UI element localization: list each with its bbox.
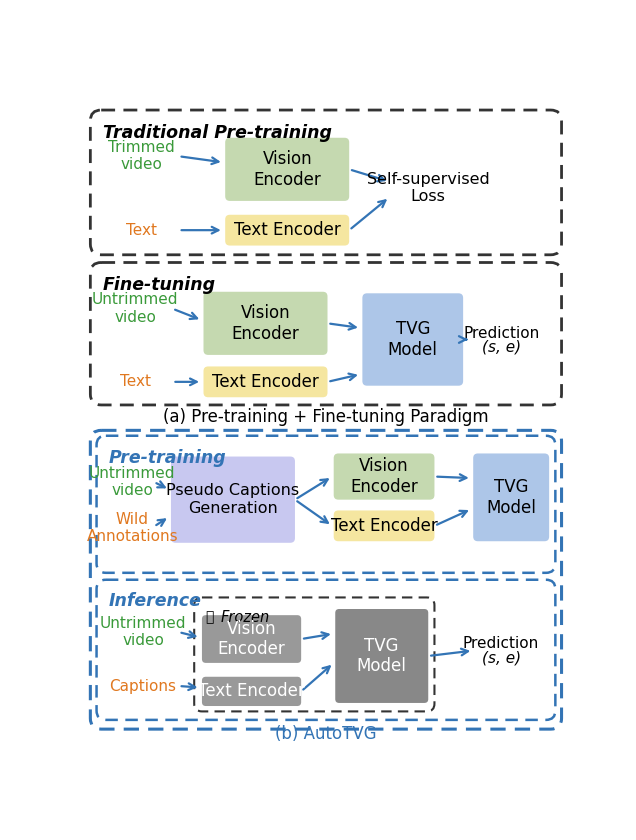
Text: Pre-training: Pre-training: [109, 449, 226, 467]
Text: Untrimmed
video: Untrimmed video: [89, 465, 176, 498]
Text: Vision
Encoder: Vision Encoder: [253, 150, 321, 189]
Text: Prediction: Prediction: [463, 636, 539, 651]
Text: Wild
Annotations: Wild Annotations: [86, 512, 178, 544]
FancyBboxPatch shape: [225, 215, 349, 245]
Text: Pseudo Captions
Generation: Pseudo Captions Generation: [167, 484, 300, 516]
Text: Text Encoder: Text Encoder: [212, 373, 319, 391]
Text: TVG
Model: TVG Model: [357, 637, 406, 675]
FancyBboxPatch shape: [335, 609, 428, 703]
Text: (s, e): (s, e): [482, 339, 522, 354]
Text: (b) AutoTVG: (b) AutoTVG: [275, 725, 377, 743]
Text: Text Encoder: Text Encoder: [234, 221, 340, 239]
FancyBboxPatch shape: [473, 454, 549, 541]
Text: TVG
Model: TVG Model: [388, 320, 438, 359]
Text: Text: Text: [120, 375, 151, 390]
FancyBboxPatch shape: [171, 457, 295, 543]
Text: Text Encoder: Text Encoder: [331, 517, 438, 535]
Text: 🔒: 🔒: [205, 610, 214, 624]
FancyBboxPatch shape: [202, 615, 301, 663]
Text: Self-supervised
Loss: Self-supervised Loss: [367, 171, 490, 204]
FancyBboxPatch shape: [204, 366, 328, 397]
FancyBboxPatch shape: [202, 677, 301, 706]
Text: Frozen: Frozen: [221, 610, 270, 625]
Text: Traditional Pre-training: Traditional Pre-training: [103, 123, 332, 142]
Text: Captions: Captions: [109, 679, 177, 694]
FancyBboxPatch shape: [97, 580, 555, 720]
Text: Text: Text: [126, 223, 157, 238]
FancyBboxPatch shape: [204, 291, 328, 354]
FancyBboxPatch shape: [225, 138, 349, 201]
Text: Text Encoder: Text Encoder: [198, 682, 305, 701]
Text: Vision
Encoder: Vision Encoder: [218, 620, 286, 659]
Text: Untrimmed
video: Untrimmed video: [92, 292, 179, 325]
Text: (s, e): (s, e): [481, 650, 521, 665]
FancyBboxPatch shape: [90, 110, 562, 255]
Text: Fine-tuning: Fine-tuning: [103, 276, 216, 294]
FancyBboxPatch shape: [334, 454, 434, 500]
Text: Inference: Inference: [109, 592, 202, 610]
FancyBboxPatch shape: [194, 597, 434, 711]
Text: Vision
Encoder: Vision Encoder: [350, 457, 418, 496]
FancyBboxPatch shape: [90, 262, 562, 405]
FancyBboxPatch shape: [97, 436, 555, 573]
Text: Vision
Encoder: Vision Encoder: [232, 304, 300, 343]
Text: (a) Pre-training + Fine-tuning Paradigm: (a) Pre-training + Fine-tuning Paradigm: [163, 407, 488, 426]
FancyBboxPatch shape: [334, 511, 434, 541]
Text: Trimmed
video: Trimmed video: [108, 140, 175, 172]
Text: Prediction: Prediction: [464, 326, 540, 341]
Text: TVG
Model: TVG Model: [487, 478, 536, 517]
FancyBboxPatch shape: [90, 430, 562, 729]
Text: Untrimmed
video: Untrimmed video: [100, 616, 186, 648]
FancyBboxPatch shape: [363, 293, 463, 386]
